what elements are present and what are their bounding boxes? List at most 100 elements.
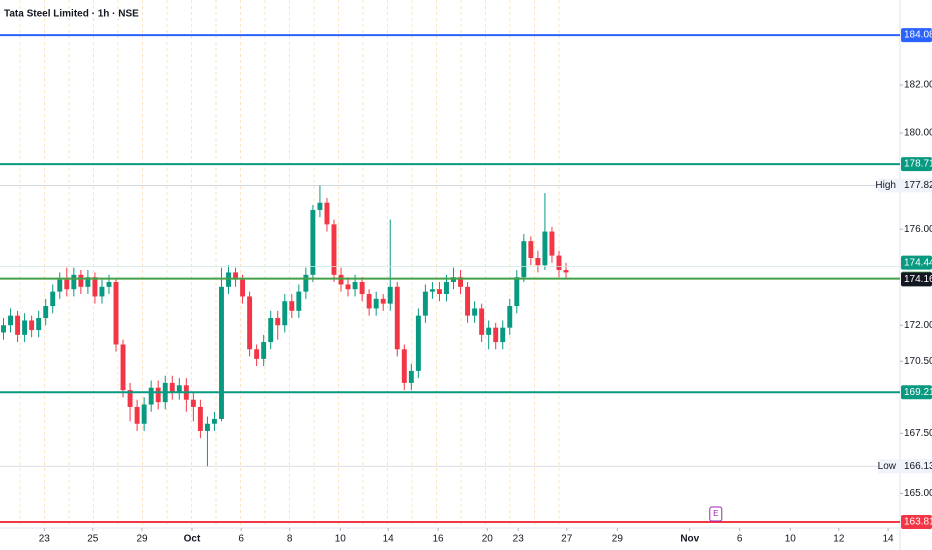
y-tick-label: 170.50 — [904, 356, 932, 367]
candle-body — [113, 282, 119, 345]
x-tick-label: 12 — [833, 534, 845, 545]
x-tick-label: 6 — [238, 534, 244, 545]
candle-body — [521, 241, 527, 278]
badge — [878, 178, 932, 193]
y-tick-label: 180.00 — [904, 128, 932, 139]
candle-body — [366, 294, 372, 309]
candle-body — [436, 289, 442, 295]
candle-body — [331, 224, 337, 275]
candle-body — [303, 274, 309, 292]
y-tick-label: 167.50 — [904, 428, 932, 439]
candle-body — [197, 406, 203, 431]
y-tick-label: 172.00 — [904, 320, 932, 331]
x-tick-label: 29 — [136, 534, 148, 545]
candle-body — [401, 349, 407, 383]
x-tick-label: 27 — [561, 534, 573, 545]
candle-body — [106, 282, 112, 287]
candle-body — [528, 241, 534, 258]
candle-body — [317, 202, 323, 210]
candle-body — [190, 399, 196, 407]
y-tick-label: 176.00 — [904, 224, 932, 235]
candle-body — [444, 282, 449, 295]
event-label: E — [713, 509, 718, 518]
candle-body — [535, 257, 541, 266]
x-tick-label: 10 — [785, 534, 797, 545]
level-badge — [901, 157, 932, 172]
candle-body — [472, 308, 478, 316]
level-badge-label: 178.71 — [904, 159, 932, 170]
candle-body — [458, 277, 464, 287]
session-lines — [19, 0, 560, 528]
x-tick-label: 29 — [612, 534, 624, 545]
candle-body — [176, 385, 182, 393]
candle-body — [85, 277, 91, 287]
candle-body — [380, 298, 386, 304]
candle-body — [500, 327, 506, 343]
price-badge — [901, 255, 932, 270]
candle-body — [15, 315, 21, 335]
x-tick-label: 14 — [383, 534, 395, 545]
candle-body — [99, 286, 105, 297]
x-tick-label: 14 — [882, 534, 894, 545]
candle-body — [486, 327, 492, 335]
candle-body — [29, 320, 35, 331]
candle-body — [169, 382, 175, 393]
badge-title: Low — [878, 461, 897, 472]
candle-body — [324, 202, 330, 225]
candle-body — [254, 349, 260, 359]
candle-body — [8, 315, 14, 326]
candle-body — [429, 289, 435, 292]
x-tick-label: 25 — [87, 534, 99, 545]
candle-body — [120, 344, 126, 391]
candle-body — [148, 387, 154, 405]
candle-body — [1, 325, 6, 333]
level-badge — [901, 514, 932, 529]
candle-body — [78, 274, 84, 287]
candle-body — [493, 327, 499, 343]
candle-body — [408, 370, 414, 383]
candle-body — [549, 231, 555, 256]
candle-body — [282, 301, 288, 326]
candle-body — [233, 272, 239, 280]
badge-value: 177.82 — [904, 180, 932, 191]
x-tick-label: 10 — [335, 534, 347, 545]
badge-value: 166.13 — [904, 461, 932, 472]
candle-body — [57, 279, 63, 292]
candle-body — [64, 279, 70, 290]
candle-body — [22, 320, 28, 335]
candle-body — [155, 387, 161, 403]
candle-body — [422, 291, 428, 316]
candle-body — [514, 277, 520, 307]
x-tick-label: 20 — [482, 534, 494, 545]
candle-body — [50, 291, 56, 307]
candle-body — [211, 418, 217, 424]
level-badge-label: 169.21 — [904, 387, 932, 398]
x-tick-label: Oct — [184, 534, 201, 545]
x-tick-label: Nov — [680, 534, 699, 545]
x-tick-label: 23 — [513, 534, 525, 545]
candle-body — [261, 342, 267, 359]
candle-body — [415, 315, 421, 371]
chart-title: Tata Steel Limited · 1h · NSE — [4, 9, 139, 20]
candle-body — [268, 318, 274, 343]
y-tick-label: 182.00 — [904, 80, 932, 91]
x-tick-label: 8 — [287, 534, 293, 545]
price-badge-label: 174.44 — [904, 257, 932, 268]
price-badge — [901, 272, 932, 287]
candle-body — [296, 291, 302, 311]
candle-body — [479, 308, 485, 335]
candle-body — [92, 277, 98, 297]
level-badge — [901, 385, 932, 400]
badge-title: High — [875, 180, 896, 191]
candle-body — [43, 306, 49, 319]
level-badge — [901, 28, 932, 43]
x-tick-label: 23 — [39, 534, 51, 545]
level-badge-label: 163.81 — [904, 517, 932, 528]
candle-body — [310, 209, 316, 275]
candle-body — [359, 282, 365, 295]
level-badge-label: 184.08 — [904, 30, 932, 41]
candle-body — [394, 286, 400, 350]
candle-body — [134, 406, 140, 424]
candle-body — [247, 296, 253, 350]
